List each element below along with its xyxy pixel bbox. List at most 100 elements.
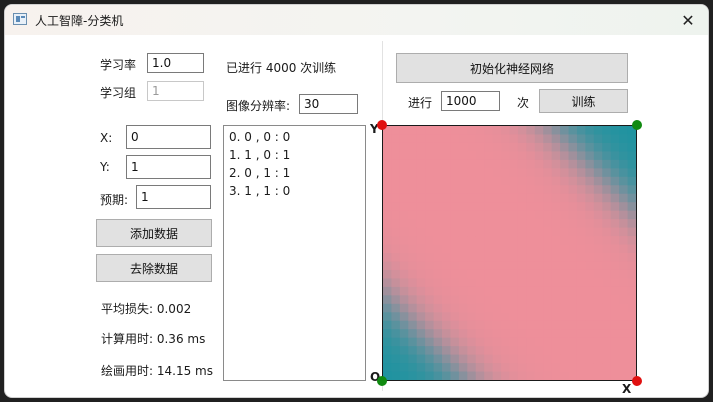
heatmap-cell <box>458 236 468 246</box>
heatmap-cell <box>551 363 561 373</box>
heatmap-cell <box>534 168 544 178</box>
heatmap-cell <box>501 363 511 373</box>
heatmap-cell <box>619 320 629 330</box>
heatmap-cell <box>442 278 452 288</box>
expected-input[interactable] <box>136 185 211 209</box>
heatmap-cell <box>484 329 494 339</box>
heatmap-cell <box>484 286 494 296</box>
heatmap-cell <box>484 193 494 203</box>
title-bar: 人工智障-分类机 ✕ <box>5 5 708 35</box>
heatmap-cell <box>475 312 485 322</box>
heatmap-cell <box>509 176 519 186</box>
heatmap-cell <box>560 219 570 229</box>
heatmap-cell <box>517 159 527 169</box>
heatmap-cell <box>576 236 586 246</box>
heatmap-cell <box>585 363 595 373</box>
y-input[interactable] <box>126 155 211 179</box>
heatmap-cell <box>568 126 578 136</box>
heatmap-cell <box>416 227 426 237</box>
heatmap-cell <box>484 354 494 364</box>
heatmap-cell <box>576 244 586 254</box>
heatmap-cell <box>619 371 629 380</box>
data-list[interactable]: 0. 0 , 0 : 0 1. 1 , 0 : 1 2. 0 , 1 : 1 3… <box>223 125 366 381</box>
list-item[interactable]: 0. 0 , 0 : 0 <box>229 130 291 144</box>
heatmap-cell <box>602 236 612 246</box>
heatmap-cell <box>425 151 435 161</box>
heatmap-cell <box>442 261 452 271</box>
heatmap-cell <box>458 337 468 347</box>
heatmap-cell <box>425 371 435 380</box>
heatmap-cell <box>534 185 544 195</box>
heatmap-cell <box>425 295 435 305</box>
heatmap-cell <box>501 185 511 195</box>
heatmap-cell <box>425 337 435 347</box>
heatmap-cell <box>391 346 401 356</box>
heatmap-cell <box>526 286 536 296</box>
heatmap-cell <box>442 337 452 347</box>
heatmap-cell <box>425 176 435 186</box>
classification-plot[interactable] <box>382 125 637 381</box>
remove-data-button[interactable]: 去除数据 <box>96 254 212 282</box>
heatmap-cell <box>433 253 443 263</box>
list-item[interactable]: 3. 1 , 1 : 0 <box>229 184 291 198</box>
heatmap-cell <box>391 134 401 144</box>
heatmap-cell <box>585 227 595 237</box>
heatmap-cell <box>568 253 578 263</box>
heatmap-cell <box>467 176 477 186</box>
heatmap-cell <box>467 236 477 246</box>
heatmap-cell <box>416 363 426 373</box>
heatmap-cell <box>534 295 544 305</box>
heatmap-cell <box>627 337 636 347</box>
heatmap-cell <box>408 354 418 364</box>
heatmap-cell <box>492 151 502 161</box>
heatmap-cell <box>475 134 485 144</box>
heatmap-cell <box>391 126 401 136</box>
list-item[interactable]: 1. 1 , 0 : 1 <box>229 148 291 162</box>
heatmap-cell <box>450 261 460 271</box>
heatmap-cell <box>534 253 544 263</box>
iterations-input[interactable] <box>441 91 500 111</box>
heatmap-cell <box>501 329 511 339</box>
resolution-input[interactable] <box>299 94 358 114</box>
heatmap-cell <box>450 253 460 263</box>
heatmap-cell <box>408 269 418 279</box>
init-network-button[interactable]: 初始化神经网络 <box>396 53 628 83</box>
heatmap-cell <box>484 151 494 161</box>
add-data-button[interactable]: 添加数据 <box>96 219 212 247</box>
heatmap-cell <box>383 185 393 195</box>
heatmap-cell <box>534 227 544 237</box>
heatmap-cell <box>467 202 477 212</box>
heatmap-cell <box>526 320 536 330</box>
heatmap-cell <box>509 329 519 339</box>
heatmap-cell <box>543 142 553 152</box>
learning-rate-input[interactable] <box>147 53 204 73</box>
heatmap-cell <box>399 295 409 305</box>
heatmap-cell <box>534 142 544 152</box>
heatmap-cell <box>526 363 536 373</box>
heatmap-cell <box>383 320 393 330</box>
heatmap-cell <box>560 210 570 220</box>
x-input[interactable] <box>126 125 211 149</box>
heatmap-cell <box>593 354 603 364</box>
heatmap-cell <box>610 219 620 229</box>
heatmap-cell <box>517 134 527 144</box>
heatmap-cell <box>425 126 435 136</box>
heatmap-cell <box>425 193 435 203</box>
heatmap-cell <box>610 261 620 271</box>
heatmap-cell <box>399 346 409 356</box>
heatmap-cell <box>391 185 401 195</box>
heatmap-cell <box>619 185 629 195</box>
heatmap-cell <box>619 354 629 364</box>
heatmap-cell <box>543 134 553 144</box>
heatmap-cell <box>450 286 460 296</box>
heatmap-cell <box>501 134 511 144</box>
list-item[interactable]: 2. 0 , 1 : 1 <box>229 166 291 180</box>
trained-count-text: 已进行 4000 次训练 <box>226 61 337 75</box>
heatmap-cell <box>475 142 485 152</box>
heatmap-cell <box>501 126 511 136</box>
heatmap-cell <box>408 142 418 152</box>
close-button[interactable]: ✕ <box>681 10 695 30</box>
data-point-dot <box>377 376 387 386</box>
train-button[interactable]: 训练 <box>539 89 628 113</box>
heatmap-cell <box>458 159 468 169</box>
